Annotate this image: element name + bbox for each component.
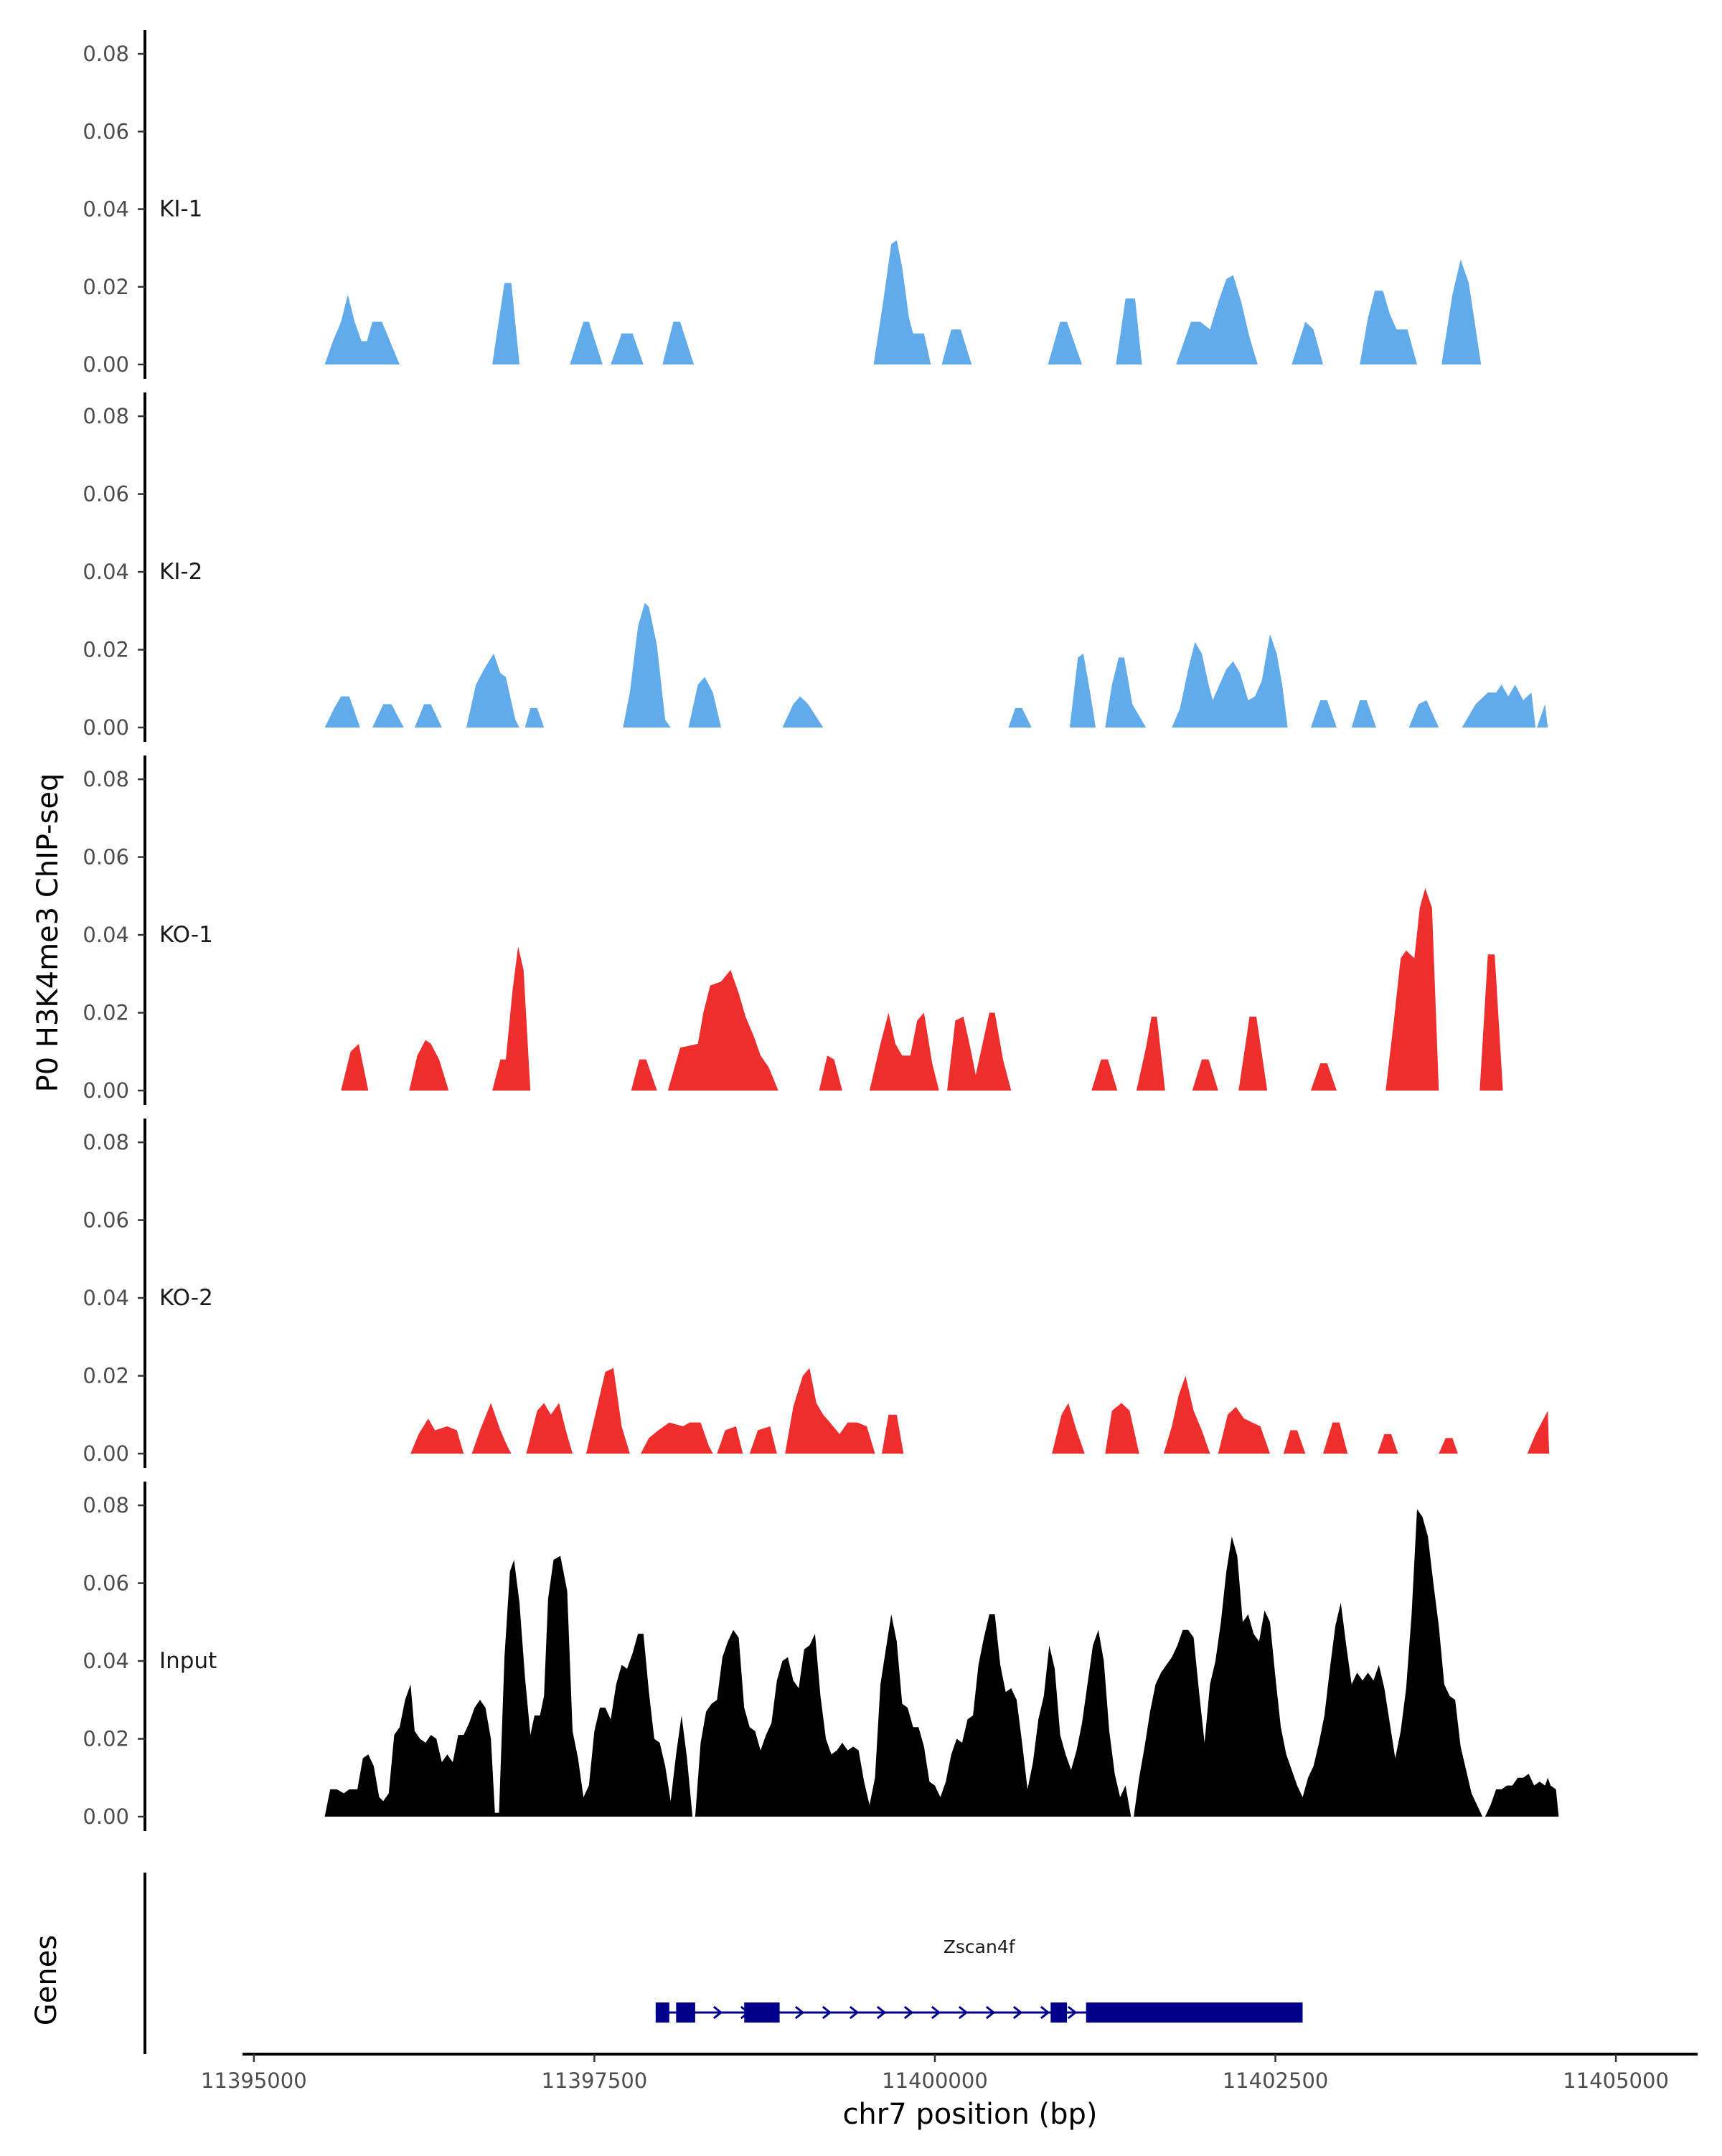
y-tick-label: 0.06 — [83, 119, 129, 143]
y-tick-label: 0.06 — [83, 482, 129, 507]
y-tick-label: 0.04 — [83, 923, 129, 947]
strand-arrow-icon — [958, 2005, 969, 2020]
y-tick-label: 0.04 — [83, 1649, 129, 1673]
strand-arrow-icon — [1067, 2005, 1078, 2020]
strand-arrow-icon — [712, 2005, 723, 2020]
track-panel-ko-1: 0.00 0.02 0.04 0.06 0.08 KO-1 — [83, 755, 1503, 1105]
genes-axis-title: Genes — [30, 1935, 63, 2025]
coverage-area-ki-1 — [324, 240, 1482, 364]
y-tick-label: 0.04 — [83, 1286, 129, 1310]
gene-exon — [1086, 2002, 1303, 2023]
track-panel-ki-2: 0.00 0.02 0.04 0.06 0.08 KI-2 — [83, 392, 1548, 742]
y-tick-label: 0.04 — [83, 197, 129, 222]
coverage-area-ko-2 — [410, 1367, 1550, 1454]
y-tick-label: 0.06 — [83, 1571, 129, 1596]
track-label-ki-2: KI-2 — [159, 559, 202, 585]
y-tick-label: 0.00 — [83, 1441, 129, 1466]
y-tick-label: 0.08 — [83, 767, 129, 791]
x-tick-label: 11400000 — [882, 2068, 988, 2093]
y-tick-label: 0.00 — [83, 715, 129, 740]
track-panel-ki-1: 0.00 0.02 0.04 0.06 0.08 KI-1 — [83, 30, 1482, 379]
y-tick-label: 0.00 — [83, 352, 129, 377]
y-tick-label: 0.08 — [83, 404, 129, 428]
track-label-input: Input — [159, 1648, 217, 1674]
coverage-area-input — [324, 1509, 1559, 1817]
tracks-layer: 0.00 0.02 0.04 0.06 0.08 KI-1 0.00 0.02 0.04 0.06… — [83, 30, 1559, 1831]
y-tick-label: 0.02 — [83, 638, 129, 662]
x-tick-label: 11397500 — [542, 2068, 648, 2093]
strand-arrow-icon — [849, 2005, 860, 2020]
strand-arrow-icon — [1040, 2005, 1050, 2020]
y-tick-label: 0.00 — [83, 1804, 129, 1829]
strand-arrow-icon — [931, 2005, 941, 2020]
coverage-area-ko-1 — [341, 888, 1503, 1091]
gene-model-zscan4f: Zscan4f — [655, 1936, 1303, 2023]
gene-exon — [655, 2002, 669, 2023]
track-label-ko-1: KO-1 — [159, 922, 213, 948]
genes-panel: Genes Zscan4f — [30, 1873, 1303, 2054]
strand-arrow-icon — [794, 2005, 805, 2020]
strand-arrow-icon — [1012, 2005, 1023, 2020]
y-tick-label: 0.06 — [83, 845, 129, 870]
x-tick-label: 11402500 — [1223, 2068, 1329, 2093]
y-tick-label: 0.00 — [83, 1078, 129, 1103]
gene-exon — [1050, 2002, 1068, 2023]
track-label-ko-2: KO-2 — [159, 1285, 213, 1311]
y-tick-label: 0.08 — [83, 1493, 129, 1517]
y-tick-label: 0.06 — [83, 1208, 129, 1233]
x-axis-title: chr7 position (bp) — [842, 2098, 1097, 2131]
x-tick-label: 11405000 — [1563, 2068, 1669, 2093]
strand-arrow-icon — [822, 2005, 832, 2020]
x-tick-label: 11395000 — [201, 2068, 307, 2093]
gene-exon — [676, 2002, 695, 2023]
track-panel-input: 0.00 0.02 0.04 0.06 0.08 Input — [83, 1482, 1559, 1831]
gene-label-zscan4f: Zscan4f — [944, 1936, 1016, 1957]
strand-arrow-icon — [903, 2005, 914, 2020]
y-tick-label: 0.08 — [83, 42, 129, 66]
track-panel-ko-2: 0.00 0.02 0.04 0.06 0.08 KO-2 — [83, 1119, 1550, 1468]
y-tick-label: 0.04 — [83, 560, 129, 584]
coverage-area-ki-2 — [324, 603, 1548, 728]
gene-exon — [744, 2002, 780, 2023]
strand-arrow-icon — [876, 2005, 887, 2020]
y-tick-label: 0.02 — [83, 275, 129, 299]
y-tick-label: 0.08 — [83, 1130, 129, 1154]
x-axis: 11395000 11397500 11400000 11402500 11405000 — [201, 2053, 1698, 2093]
y-axis-title: P0 H3K4me3 ChIP-seq — [32, 773, 65, 1093]
y-tick-label: 0.02 — [83, 1001, 129, 1025]
track-label-ki-1: KI-1 — [159, 197, 202, 222]
y-tick-label: 0.02 — [83, 1727, 129, 1751]
y-tick-label: 0.02 — [83, 1364, 129, 1388]
strand-arrow-icon — [985, 2005, 996, 2020]
